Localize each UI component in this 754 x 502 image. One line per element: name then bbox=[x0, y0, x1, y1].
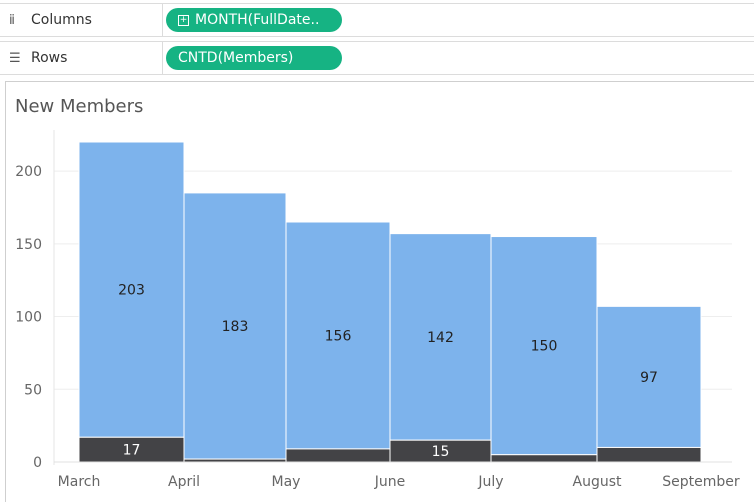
columns-shelf: ⅱ Columns + MONTH(FullDate.. bbox=[0, 3, 754, 37]
columns-icon: ⅱ bbox=[9, 12, 15, 28]
bar-base-segment bbox=[78, 436, 185, 463]
bar-base-value-label: 15 bbox=[432, 444, 450, 460]
bar-base-segment bbox=[596, 446, 702, 463]
columns-pill-text: MONTH(FullDate.. bbox=[195, 12, 320, 28]
bar-value-label: 203 bbox=[118, 283, 145, 299]
bar-value-label: 150 bbox=[531, 339, 558, 355]
y-tick-label: 150 bbox=[15, 237, 42, 253]
bar-new-segment bbox=[183, 192, 287, 460]
columns-label-text: Columns bbox=[31, 12, 92, 28]
bar-new-segment bbox=[285, 221, 391, 450]
bar-base-segment bbox=[285, 448, 391, 463]
bar-new-segment bbox=[389, 233, 492, 441]
x-tick-label: April bbox=[168, 474, 200, 490]
bar-base-segment bbox=[490, 454, 598, 463]
bar-new-segment bbox=[78, 141, 185, 438]
x-tick-label: March bbox=[58, 474, 101, 490]
rows-shelf-label: ☰ Rows bbox=[0, 42, 163, 74]
expand-plus-icon[interactable]: + bbox=[178, 14, 189, 26]
rows-pill-text: CNTD(Members) bbox=[178, 50, 294, 66]
rows-label-text: Rows bbox=[31, 50, 68, 66]
rows-shelf: ☰ Rows CNTD(Members) bbox=[0, 41, 754, 75]
chart-title: New Members bbox=[15, 96, 144, 117]
rows-icon: ☰ bbox=[9, 50, 21, 66]
bar-new-segment bbox=[490, 236, 598, 456]
x-tick-label: September bbox=[662, 474, 740, 490]
x-tick-label: June bbox=[374, 474, 406, 490]
x-tick-label: August bbox=[573, 474, 623, 490]
x-tick-label: July bbox=[477, 474, 503, 490]
y-tick-label: 50 bbox=[24, 382, 42, 398]
y-tick-label: 0 bbox=[33, 455, 42, 471]
columns-shelf-label: ⅱ Columns bbox=[0, 4, 163, 36]
bar-value-label: 156 bbox=[325, 328, 352, 344]
rows-pill[interactable]: CNTD(Members) bbox=[166, 46, 342, 70]
y-tick-label: 200 bbox=[15, 164, 42, 180]
bar-base-value-label: 17 bbox=[123, 443, 141, 459]
bar-value-label: 97 bbox=[640, 370, 658, 386]
bar-value-label: 142 bbox=[427, 330, 454, 346]
bar-value-label: 183 bbox=[222, 319, 249, 335]
y-tick-label: 100 bbox=[15, 310, 42, 326]
columns-pill[interactable]: + MONTH(FullDate.. bbox=[166, 8, 342, 32]
x-tick-label: May bbox=[272, 474, 301, 490]
